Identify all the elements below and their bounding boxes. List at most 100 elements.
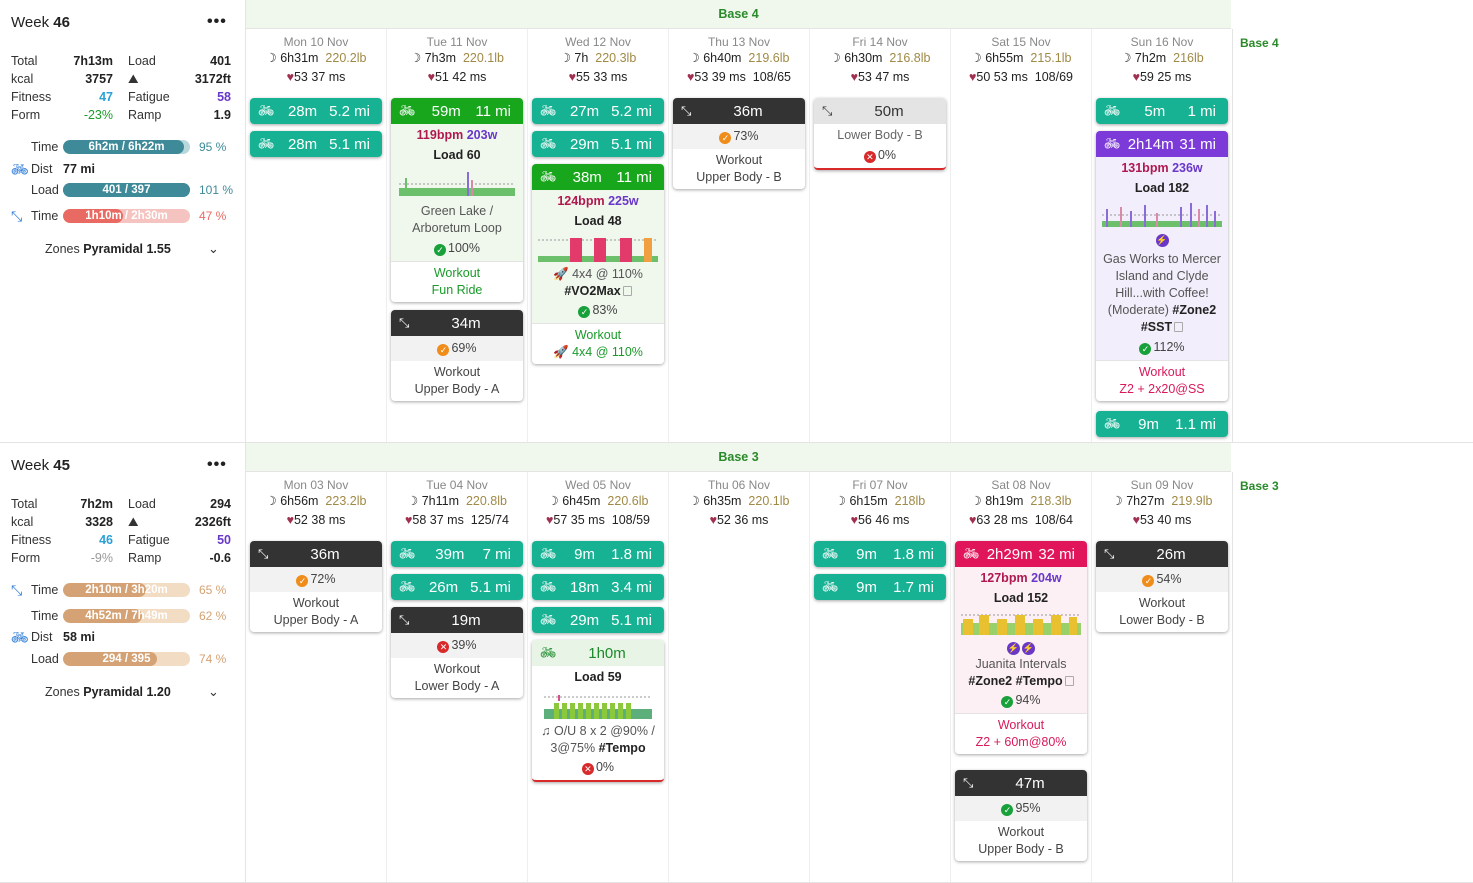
- week-summary: Week 46 ••• Total 7h13m Load 401 kcal 3757 ⛰ 3…: [0, 0, 246, 442]
- activity-card[interactable]: ⤡ 19m ✕ 39% Workout Lower Body - A: [391, 607, 523, 698]
- progress-bar: 1h10m / 2h30m: [63, 209, 190, 223]
- activity-card[interactable]: 🚲︎ 5m 1 mi: [1096, 98, 1228, 124]
- day-hr-hrv: ♥53 39 ms 108/65: [686, 70, 792, 84]
- error-icon: ✕: [437, 641, 450, 653]
- day-column: Wed 12 Nov ☽ 7h 220.3lb ♥55 33 ms 🚲︎ 27m 5…: [528, 29, 669, 442]
- activity-card[interactable]: ⤡ 26m ✓ 54% Workout Lower Body - B: [1096, 541, 1228, 632]
- fatigue-label: Fatigue: [128, 90, 170, 104]
- bike-icon: 🚲︎: [11, 628, 29, 645]
- phase-banner: Base 4: [246, 0, 1231, 29]
- bike-icon: 🚲︎: [540, 103, 557, 118]
- day-hr-hrv: ♥50 53 ms 108/69: [968, 70, 1074, 84]
- total-value: 7h13m: [73, 54, 113, 68]
- bike-icon: 🚲︎: [963, 546, 980, 561]
- activity-card[interactable]: 🚲︎ 26m 5.1 mi: [391, 574, 523, 600]
- activity-card[interactable]: 🚲︎ 18m 3.4 mi: [532, 574, 664, 600]
- activity-card[interactable]: 🚲︎ 9m 1.8 mi: [814, 541, 946, 567]
- day-hr-hrv: ♥53 37 ms: [286, 70, 346, 84]
- kcal-label: kcal: [11, 72, 34, 86]
- week-stats: Total 7h13m Load 401 kcal 3757 ⛰ 3172ft Fitnes…: [11, 52, 231, 124]
- activity-card[interactable]: 🚲︎ 2h14m 31 mi 131bpm 236w Load 182 ⚡ Gas …: [1096, 131, 1228, 401]
- activity-card[interactable]: 🚲︎ 27m 5.2 mi: [532, 98, 664, 124]
- activity-name: Lower Body - B: [837, 128, 923, 142]
- load-value: Load 182: [1134, 181, 1190, 195]
- activity-card[interactable]: 🚲︎ 9m 1.7 mi: [814, 574, 946, 600]
- metric-label: Dist: [31, 162, 53, 176]
- workout-chart: [544, 695, 652, 719]
- day-hr-hrv: ♥52 38 ms: [286, 513, 346, 527]
- chevron-down-icon[interactable]: ⌄: [208, 241, 219, 256]
- activity-name: Juanita Intervals: [975, 657, 1067, 671]
- day-hr-hrv: ♥53 40 ms: [1132, 513, 1192, 527]
- day-date: Thu 06 Nov: [707, 478, 771, 492]
- activity-card[interactable]: 🚲︎ 39m 7 mi: [391, 541, 523, 567]
- zones-summary: Zones Pyramidal 1.20: [45, 685, 171, 699]
- activity-card[interactable]: 🚲︎ 29m 5.1 mi: [532, 607, 664, 633]
- bolt-icon: ⚡: [1007, 642, 1020, 655]
- week-menu-icon[interactable]: •••: [207, 456, 227, 473]
- activity-card[interactable]: 🚲︎ 28m 5.2 mi: [250, 98, 382, 124]
- day-date: Mon 10 Nov: [283, 35, 349, 49]
- week-row: Week 46 ••• Total 7h13m Load 401 kcal 3757 ⛰ 3…: [0, 0, 1473, 443]
- day-date: Tue 04 Nov: [426, 478, 488, 492]
- check-icon: ✓: [1001, 804, 1014, 816]
- activity-name: Gas Works to Mercer Island and Clyde Hil…: [1103, 252, 1221, 317]
- day-hr-hrv: ♥52 36 ms: [709, 513, 769, 527]
- bike-icon: 🚲︎: [822, 546, 839, 561]
- activity-card[interactable]: 🚲︎ 28m 5.1 mi: [250, 131, 382, 157]
- day-sleep-weight: ☽ 7h2m 216lb: [1120, 51, 1204, 65]
- day-sleep-weight: ☽ 7h3m 220.1lb: [410, 51, 504, 65]
- activity-card[interactable]: ⤡ 36m ✓ 72% Workout Upper Body - A: [250, 541, 382, 632]
- bike-icon: 🚲︎: [1104, 416, 1121, 431]
- day-sleep-weight: ☽ 8h19m 218.3lb: [970, 494, 1072, 508]
- metric-row: 🚲︎ Dist 58 mi: [11, 627, 95, 647]
- form-value: -9%: [90, 551, 113, 565]
- elevation-value: 2326ft: [194, 515, 231, 529]
- day-hr-hrv: ♥55 33 ms: [568, 70, 628, 84]
- metric-value: 77 mi: [63, 162, 95, 176]
- progress-bar: 4h52m / 7h49m: [63, 609, 190, 623]
- ramp-label: Ramp: [128, 108, 162, 122]
- strength-icon: ⤡: [11, 581, 23, 598]
- day-column: Tue 04 Nov ☽ 7h11m 220.8lb ♥58 37 ms 125…: [387, 472, 528, 882]
- day-column: Thu 06 Nov ☽ 6h35m 220.1lb ♥52 36 ms: [669, 472, 810, 882]
- load-value: 401: [210, 54, 231, 68]
- strength-icon: ⤡: [1104, 546, 1115, 561]
- metric-value: 58 mi: [63, 630, 95, 644]
- check-icon: ✓: [1139, 343, 1152, 355]
- activity-card[interactable]: 🚲︎ 9m 1.1 mi: [1096, 411, 1228, 437]
- activity-card[interactable]: 🚲︎ 9m 1.8 mi: [532, 541, 664, 567]
- day-hr-hrv: ♥56 46 ms: [850, 513, 910, 527]
- day-sleep-weight: ☽ 7h11m 220.8lb: [407, 494, 507, 508]
- bike-icon: 🚲︎: [540, 169, 557, 184]
- activity-card[interactable]: 🚲︎ 38m 11 mi 124bpm 225w Load 48 🚀 4x4 @ 1…: [532, 164, 664, 364]
- day-date: Fri 14 Nov: [852, 35, 908, 49]
- check-icon: ✓: [578, 306, 591, 318]
- load-value: Load 152: [993, 591, 1049, 605]
- warning-icon: ✓: [296, 575, 309, 587]
- day-sleep-weight: ☽ 6h30m 216.8lb: [829, 51, 931, 65]
- bike-icon: 🚲︎: [399, 103, 416, 118]
- activity-card[interactable]: ⤡ 50m Lower Body - B ✕ 0%: [814, 98, 946, 170]
- bike-icon: 🚲︎: [540, 546, 557, 561]
- ramp-label: Ramp: [128, 551, 162, 565]
- activity-card[interactable]: 🚲︎ 1h0m Load 59 ♫ O/U 8 x 2 @90% / 3@75% …: [532, 640, 664, 782]
- day-date: Fri 07 Nov: [852, 478, 908, 492]
- chevron-down-icon[interactable]: ⌄: [208, 684, 219, 699]
- activity-card[interactable]: 🚲︎ 2h29m 32 mi 127bpm 204w Load 152 ⚡ ⚡ Jua…: [955, 541, 1087, 754]
- bike-icon: 🚲︎: [1104, 136, 1121, 151]
- week-menu-icon[interactable]: •••: [207, 13, 227, 30]
- activity-card[interactable]: 🚲︎ 59m 11 mi 119bpm 203w Load 60 Green Lak…: [391, 98, 523, 302]
- activity-card[interactable]: ⤡ 47m ✓ 95% Workout Upper Body - B: [955, 770, 1087, 861]
- day-date: Sat 08 Nov: [991, 478, 1051, 492]
- activity-card[interactable]: ⤡ 34m ✓ 69% Workout Upper Body - A: [391, 310, 523, 401]
- day-hr-hrv: ♥57 35 ms 108/59: [545, 513, 651, 527]
- activity-card[interactable]: 🚲︎ 29m 5.1 mi: [532, 131, 664, 157]
- metric-row: 🚲︎ Dist 77 mi: [11, 159, 95, 179]
- fatigue-label: Fatigue: [128, 533, 170, 547]
- form-value: -23%: [83, 108, 113, 122]
- day-column: Wed 05 Nov ☽ 6h45m 220.6lb ♥57 35 ms 108…: [528, 472, 669, 882]
- activity-card[interactable]: ⤡ 36m ✓ 73% Workout Upper Body - B: [673, 98, 805, 189]
- day-column: Tue 11 Nov ☽ 7h3m 220.1lb ♥51 42 ms 🚲︎ 59…: [387, 29, 528, 442]
- week-title: Week 46: [11, 14, 70, 31]
